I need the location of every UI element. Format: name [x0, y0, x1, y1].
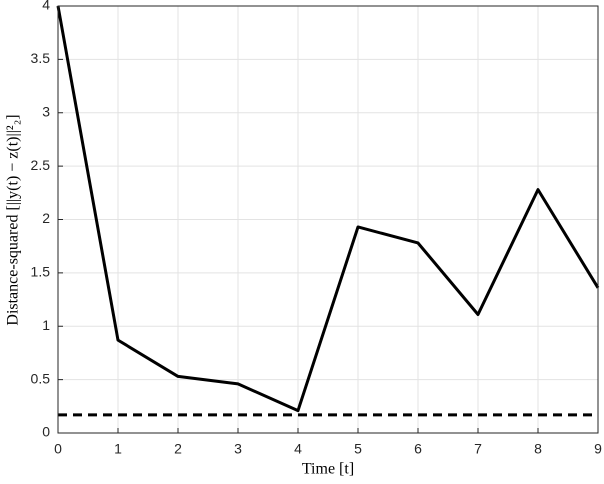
x-tick-label: 2 [174, 441, 182, 457]
x-tick-label: 1 [114, 441, 122, 457]
y-tick-label: 0.5 [31, 370, 51, 386]
y-tick-label: 3 [42, 103, 50, 119]
y-tick-label: 2 [42, 210, 50, 226]
x-tick-label: 6 [414, 441, 422, 457]
x-axis-label: Time [t] [302, 461, 354, 478]
y-tick-label: 2.5 [31, 157, 51, 173]
y-tick-label: 1.5 [31, 264, 51, 280]
axes-box [57, 5, 599, 434]
x-tick-label: 9 [594, 441, 602, 457]
data-line [56, 5, 600, 413]
y-tick-label: 0 [42, 424, 50, 440]
y-axis-label: Distance-squared [||y(t) − z(t)||²₂] [5, 114, 22, 325]
x-tick-label: 0 [54, 441, 62, 457]
x-tick-label: 4 [294, 441, 302, 457]
x-tick-label: 5 [354, 441, 362, 457]
x-tick-label: 3 [234, 441, 242, 457]
y-tick-label: 4 [42, 0, 50, 13]
x-tick-label: 7 [474, 441, 482, 457]
y-tick-label: 3.5 [31, 50, 51, 66]
x-tick-label: 8 [534, 441, 542, 457]
y-tick-label: 1 [42, 317, 50, 333]
